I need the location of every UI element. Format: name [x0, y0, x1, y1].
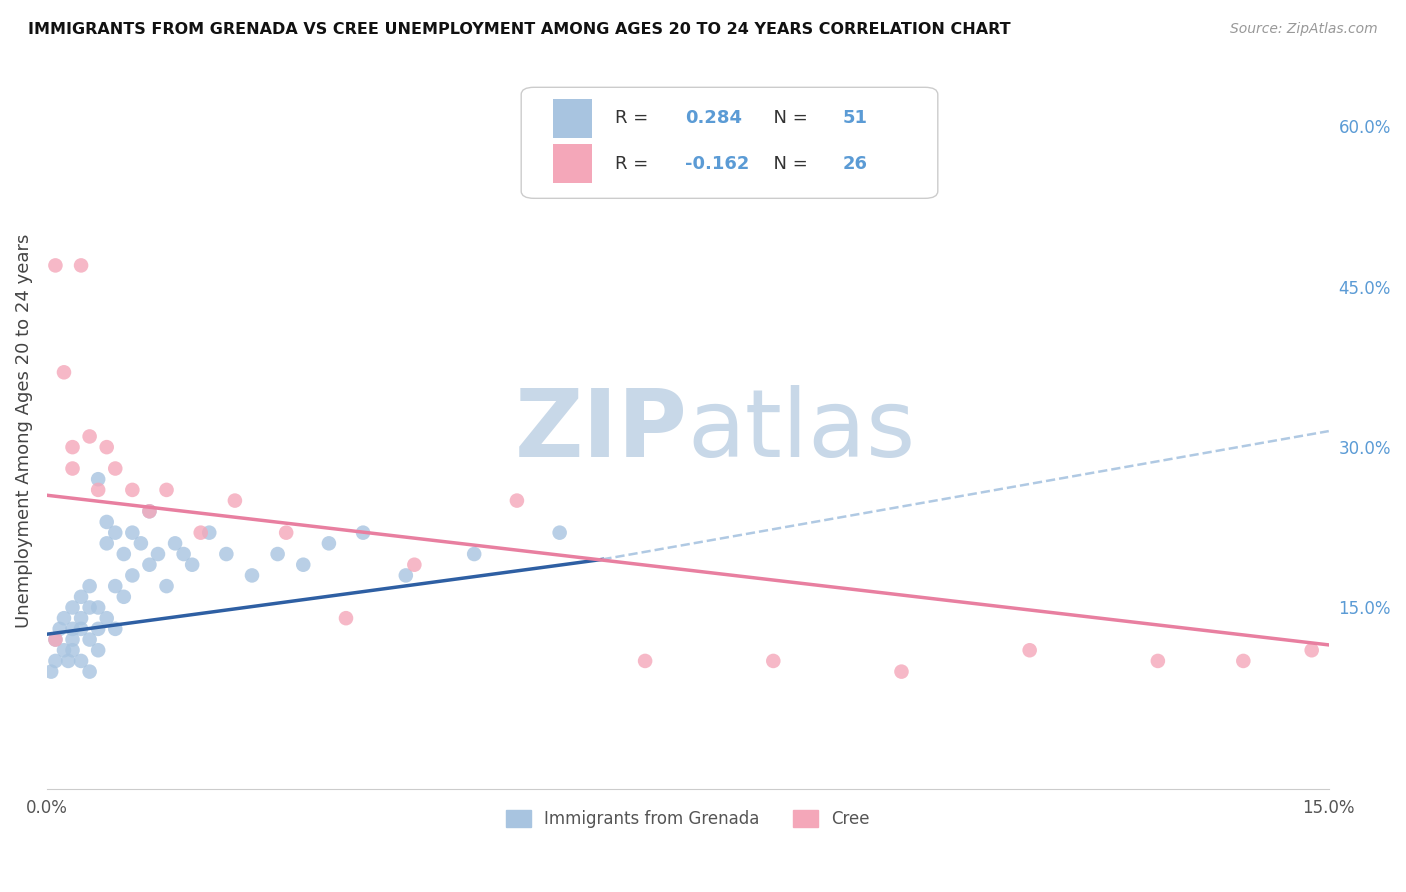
Text: 51: 51	[844, 110, 868, 128]
Point	[181, 558, 204, 572]
Point	[96, 611, 118, 625]
Point	[70, 654, 93, 668]
Point	[44, 654, 66, 668]
Point	[352, 525, 374, 540]
Point	[155, 483, 177, 497]
Text: Source: ZipAtlas.com: Source: ZipAtlas.com	[1230, 22, 1378, 37]
Point	[53, 365, 76, 379]
Point	[292, 558, 315, 572]
Legend: Immigrants from Grenada, Cree: Immigrants from Grenada, Cree	[499, 803, 876, 835]
Point	[62, 440, 84, 454]
Point	[44, 632, 66, 647]
Point	[96, 440, 118, 454]
Point	[1018, 643, 1040, 657]
Point	[70, 259, 93, 273]
Point	[87, 622, 110, 636]
Point	[79, 665, 101, 679]
Point	[155, 579, 177, 593]
Point	[129, 536, 152, 550]
Text: N =: N =	[762, 154, 814, 173]
Point	[112, 547, 135, 561]
FancyBboxPatch shape	[553, 99, 592, 138]
Point	[395, 568, 418, 582]
FancyBboxPatch shape	[553, 144, 592, 184]
Text: -0.162: -0.162	[685, 154, 749, 173]
Point	[79, 429, 101, 443]
Point	[138, 504, 160, 518]
Point	[87, 643, 110, 657]
Point	[240, 568, 263, 582]
FancyBboxPatch shape	[522, 87, 938, 198]
Point	[224, 493, 246, 508]
Text: R =: R =	[614, 154, 654, 173]
Point	[53, 611, 76, 625]
Point	[53, 643, 76, 657]
Text: ZIP: ZIP	[515, 385, 688, 477]
Point	[48, 622, 70, 636]
Point	[79, 579, 101, 593]
Point	[121, 525, 143, 540]
Point	[62, 632, 84, 647]
Text: atlas: atlas	[688, 385, 917, 477]
Text: IMMIGRANTS FROM GRENADA VS CREE UNEMPLOYMENT AMONG AGES 20 TO 24 YEARS CORRELATI: IMMIGRANTS FROM GRENADA VS CREE UNEMPLOY…	[28, 22, 1011, 37]
Point	[138, 504, 160, 518]
Y-axis label: Unemployment Among Ages 20 to 24 years: Unemployment Among Ages 20 to 24 years	[15, 234, 32, 628]
Point	[173, 547, 195, 561]
Point	[62, 643, 84, 657]
Text: 26: 26	[844, 154, 868, 173]
Point	[112, 590, 135, 604]
Point	[62, 600, 84, 615]
Point	[62, 622, 84, 636]
Point	[104, 461, 127, 475]
Point	[762, 654, 785, 668]
Point	[1147, 654, 1170, 668]
Point	[79, 600, 101, 615]
Point	[39, 665, 62, 679]
Text: 0.284: 0.284	[685, 110, 742, 128]
Point	[266, 547, 288, 561]
Point	[87, 600, 110, 615]
Point	[121, 568, 143, 582]
Point	[70, 611, 93, 625]
Text: R =: R =	[614, 110, 654, 128]
Point	[87, 483, 110, 497]
Point	[1232, 654, 1254, 668]
Point	[215, 547, 238, 561]
Point	[62, 461, 84, 475]
Point	[276, 525, 298, 540]
Point	[79, 632, 101, 647]
Point	[138, 558, 160, 572]
Point	[634, 654, 657, 668]
Point	[190, 525, 212, 540]
Point	[146, 547, 169, 561]
Point	[121, 483, 143, 497]
Point	[96, 536, 118, 550]
Point	[198, 525, 221, 540]
Point	[165, 536, 187, 550]
Point	[335, 611, 357, 625]
Point	[44, 632, 66, 647]
Point	[87, 472, 110, 486]
Point	[506, 493, 529, 508]
Text: N =: N =	[762, 110, 814, 128]
Point	[463, 547, 485, 561]
Point	[890, 665, 912, 679]
Point	[104, 622, 127, 636]
Point	[104, 579, 127, 593]
Point	[96, 515, 118, 529]
Point	[1301, 643, 1323, 657]
Point	[318, 536, 340, 550]
Point	[58, 654, 80, 668]
Point	[548, 525, 571, 540]
Point	[70, 590, 93, 604]
Point	[70, 622, 93, 636]
Point	[44, 259, 66, 273]
Point	[404, 558, 426, 572]
Point	[104, 525, 127, 540]
